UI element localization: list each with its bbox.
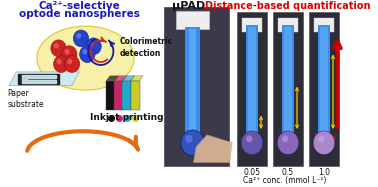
Circle shape xyxy=(241,131,263,155)
Circle shape xyxy=(82,49,88,54)
Text: Paper
substrate: Paper substrate xyxy=(7,89,44,109)
Circle shape xyxy=(65,49,70,54)
Circle shape xyxy=(54,56,69,72)
Polygon shape xyxy=(130,76,143,81)
Bar xyxy=(246,25,258,135)
Ellipse shape xyxy=(37,26,134,90)
Circle shape xyxy=(185,135,193,143)
Text: Inkjet printing: Inkjet printing xyxy=(90,113,164,122)
Circle shape xyxy=(73,30,89,47)
Circle shape xyxy=(67,59,72,64)
Text: Ca²⁺ conc. (mmol L⁻¹): Ca²⁺ conc. (mmol L⁻¹) xyxy=(243,176,326,185)
Bar xyxy=(318,25,330,135)
Text: μPAD: μPAD xyxy=(172,1,206,11)
Bar xyxy=(237,12,267,166)
Bar xyxy=(185,27,200,133)
Text: 0.05: 0.05 xyxy=(243,168,260,177)
Polygon shape xyxy=(130,81,139,110)
Text: Colorimetric
detection: Colorimetric detection xyxy=(120,37,173,58)
Text: Distance-based quantification: Distance-based quantification xyxy=(205,1,371,11)
Bar xyxy=(309,12,339,166)
Bar xyxy=(284,27,291,133)
Circle shape xyxy=(277,131,299,155)
Polygon shape xyxy=(114,76,127,81)
Polygon shape xyxy=(18,74,59,84)
Text: optode nanospheres: optode nanospheres xyxy=(19,9,139,19)
Circle shape xyxy=(86,38,101,55)
Polygon shape xyxy=(122,81,132,110)
Bar xyxy=(189,29,196,131)
Circle shape xyxy=(51,40,66,57)
Circle shape xyxy=(246,135,253,142)
Circle shape xyxy=(89,41,94,47)
Bar xyxy=(177,11,209,29)
Text: 0.5: 0.5 xyxy=(282,168,294,177)
Polygon shape xyxy=(194,135,232,163)
Circle shape xyxy=(181,130,204,156)
Bar xyxy=(164,7,229,166)
Circle shape xyxy=(56,59,62,64)
Circle shape xyxy=(80,46,95,62)
Text: Flow: Flow xyxy=(313,133,336,142)
Polygon shape xyxy=(114,81,123,110)
Text: 1.0: 1.0 xyxy=(318,168,330,177)
Circle shape xyxy=(318,135,324,142)
Circle shape xyxy=(313,131,335,155)
Bar xyxy=(282,25,294,135)
Bar xyxy=(314,18,334,32)
Bar xyxy=(248,27,256,133)
Circle shape xyxy=(282,135,288,142)
Bar xyxy=(278,18,298,32)
Bar xyxy=(273,12,303,166)
Polygon shape xyxy=(106,81,115,110)
Circle shape xyxy=(64,56,80,72)
Bar xyxy=(242,18,262,32)
Polygon shape xyxy=(9,72,79,86)
Polygon shape xyxy=(106,76,119,81)
Circle shape xyxy=(54,43,59,49)
Text: Ca²⁺-selective: Ca²⁺-selective xyxy=(38,1,120,11)
Polygon shape xyxy=(122,76,135,81)
Polygon shape xyxy=(22,75,56,83)
Bar xyxy=(321,27,328,133)
Circle shape xyxy=(62,46,77,62)
Circle shape xyxy=(76,33,81,39)
